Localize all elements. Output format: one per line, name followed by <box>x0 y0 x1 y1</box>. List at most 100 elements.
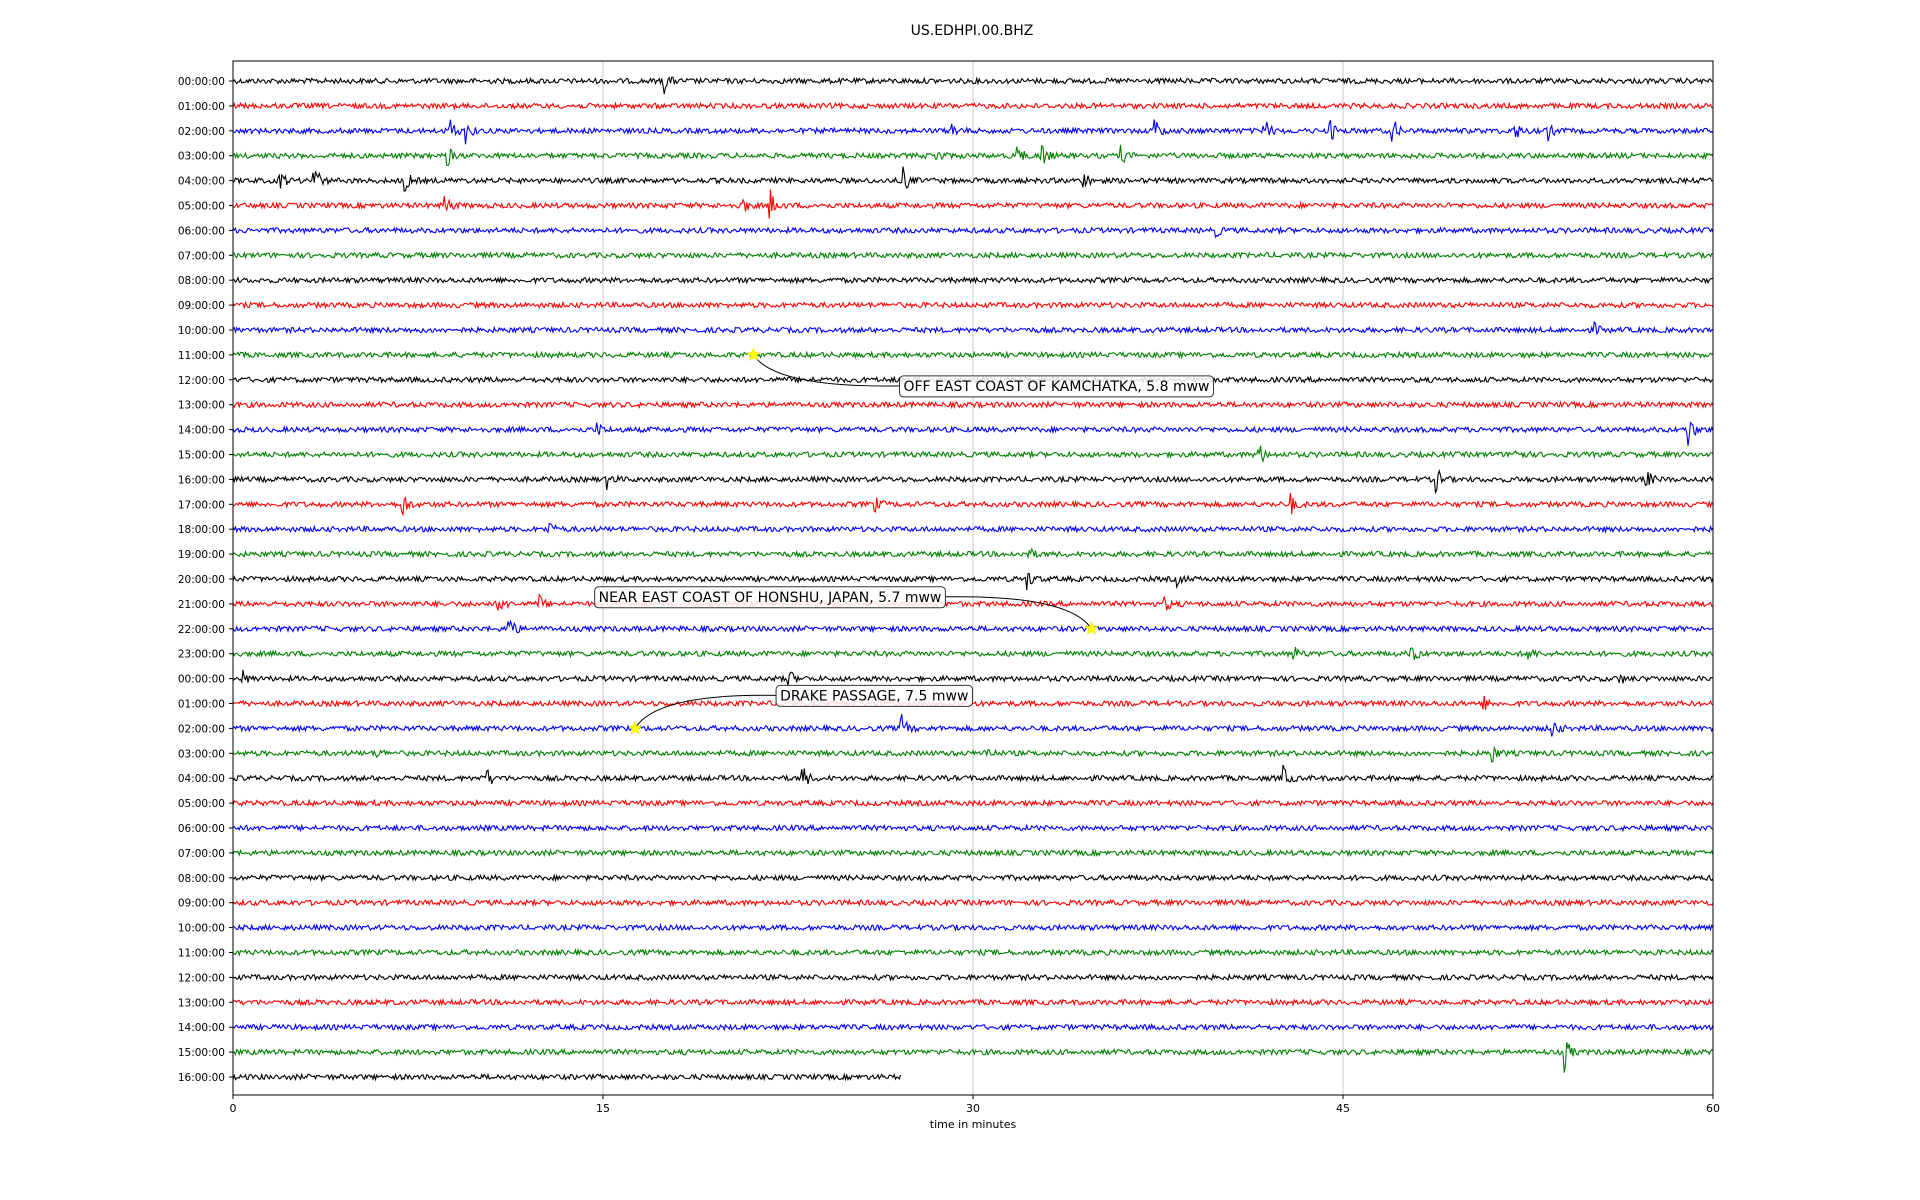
trace-row-15 <box>232 445 1714 464</box>
trace-row-8 <box>232 275 1714 285</box>
event-label: OFF EAST COAST OF KAMCHATKA, 5.8 mww <box>903 379 1209 395</box>
trace-row-0 <box>232 76 1714 95</box>
trace-row-6 <box>232 225 1714 239</box>
hour-label: 12:00:00 <box>178 972 225 984</box>
event-annotation: NEAR EAST COAST OF HONSHU, JAPAN, 5.7 mw… <box>594 586 1099 636</box>
trace-row-18 <box>232 522 1714 534</box>
x-tick-label: 15 <box>596 1102 610 1115</box>
hour-label: 10:00:00 <box>178 923 225 935</box>
event-label-box <box>594 586 946 609</box>
hour-label: 06:00:00 <box>178 823 225 835</box>
hour-label: 04:00:00 <box>178 773 225 785</box>
event-connector <box>945 596 1092 630</box>
hour-label: 03:00:00 <box>178 748 225 760</box>
trace-row-36 <box>232 973 1714 983</box>
hour-labels: 00:00:00 01:00:00 02:00:00 03:00:00 04:00:00… <box>178 76 233 1084</box>
trace-row-10 <box>232 320 1714 335</box>
hour-label: 11:00:00 <box>178 350 225 362</box>
trace-row-39 <box>232 1041 1714 1073</box>
trace-row-3 <box>232 144 1714 167</box>
trace-row-11 <box>232 350 1714 360</box>
hour-label: 04:00:00 <box>178 176 225 188</box>
hour-label: 08:00:00 <box>178 275 225 287</box>
hour-label: 01:00:00 <box>178 699 225 711</box>
trace-row-23 <box>232 646 1714 660</box>
grid-lines <box>602 61 1344 1095</box>
event-label-box <box>775 684 973 707</box>
event-star-marker <box>746 347 761 362</box>
trace-row-40 <box>232 1072 902 1082</box>
event-annotations: OFF EAST COAST OF KAMCHATKA, 5.8 mww NEAR… <box>594 347 1214 735</box>
trace-row-31 <box>232 848 1714 858</box>
trace-row-27 <box>232 745 1714 763</box>
hour-label: 21:00:00 <box>178 599 225 611</box>
trace-row-14 <box>232 421 1714 446</box>
hour-label: 07:00:00 <box>178 848 225 860</box>
trace-row-7 <box>232 250 1714 260</box>
x-tick-label: 30 <box>966 1102 980 1115</box>
x-tick-label: 60 <box>1706 1102 1720 1115</box>
hour-label: 05:00:00 <box>178 201 225 213</box>
hour-label: 15:00:00 <box>178 1047 225 1059</box>
trace-row-29 <box>232 798 1714 808</box>
trace-row-2 <box>232 119 1714 145</box>
trace-row-28 <box>232 764 1714 785</box>
trace-row-37 <box>232 997 1714 1007</box>
hour-label: 09:00:00 <box>178 300 225 312</box>
hour-label: 14:00:00 <box>178 425 225 437</box>
hour-label: 22:00:00 <box>178 624 225 636</box>
event-star-marker <box>627 720 643 735</box>
hour-label: 16:00:00 <box>178 1072 225 1084</box>
hour-label: 00:00:00 <box>178 674 225 686</box>
hour-label: 18:00:00 <box>178 524 225 536</box>
event-label-box <box>898 375 1214 398</box>
event-label: DRAKE PASSAGE, 7.5 mww <box>780 688 968 704</box>
event-connector <box>753 354 900 387</box>
trace-row-4 <box>232 166 1714 192</box>
hour-label: 05:00:00 <box>178 798 225 810</box>
hour-label: 08:00:00 <box>178 873 225 885</box>
trace-row-21 <box>232 593 1714 611</box>
trace-row-33 <box>232 898 1714 908</box>
trace-row-38 <box>232 1022 1714 1032</box>
trace-row-32 <box>232 873 1714 883</box>
hour-label: 09:00:00 <box>178 898 225 910</box>
trace-row-13 <box>232 400 1714 410</box>
hour-label: 13:00:00 <box>178 997 225 1009</box>
trace-row-1 <box>232 101 1714 111</box>
hour-label: 02:00:00 <box>178 126 225 138</box>
hour-label: 13:00:00 <box>178 400 225 412</box>
trace-row-24 <box>232 669 1714 686</box>
hour-label: 15:00:00 <box>178 450 225 462</box>
hour-label: 02:00:00 <box>178 723 225 735</box>
hour-label: 10:00:00 <box>178 325 225 337</box>
trace-row-9 <box>232 300 1714 310</box>
trace-row-26 <box>232 713 1714 737</box>
hour-label: 23:00:00 <box>178 649 225 661</box>
x-tick-label: 0 <box>230 1102 237 1115</box>
event-connector <box>634 694 777 729</box>
hour-label: 14:00:00 <box>178 1022 225 1034</box>
hour-label: 20:00:00 <box>178 574 225 586</box>
trace-row-35 <box>232 947 1714 957</box>
x-tick-label: 45 <box>1336 1102 1350 1115</box>
trace-row-25 <box>232 695 1714 710</box>
x-axis-ticks: 0 15 30 45 60 <box>230 1095 1720 1115</box>
hour-label: 00:00:00 <box>178 76 225 88</box>
hour-label: 06:00:00 <box>178 225 225 237</box>
trace-row-17 <box>232 492 1714 517</box>
hour-label: 11:00:00 <box>178 948 225 960</box>
hour-label: 16:00:00 <box>178 474 225 486</box>
x-axis-label: time in minutes <box>930 1118 1017 1131</box>
seismic-traces <box>232 76 1714 1082</box>
event-annotation: OFF EAST COAST OF KAMCHATKA, 5.8 mww <box>746 347 1214 398</box>
hour-label: 07:00:00 <box>178 250 225 262</box>
trace-row-34 <box>232 922 1714 933</box>
event-label: NEAR EAST COAST OF HONSHU, JAPAN, 5.7 mw… <box>599 590 942 606</box>
event-annotation: DRAKE PASSAGE, 7.5 mww <box>627 684 973 735</box>
hour-label: 03:00:00 <box>178 151 225 163</box>
hour-label: 19:00:00 <box>178 549 225 561</box>
hour-label: 01:00:00 <box>178 101 225 113</box>
trace-row-5 <box>232 189 1714 219</box>
